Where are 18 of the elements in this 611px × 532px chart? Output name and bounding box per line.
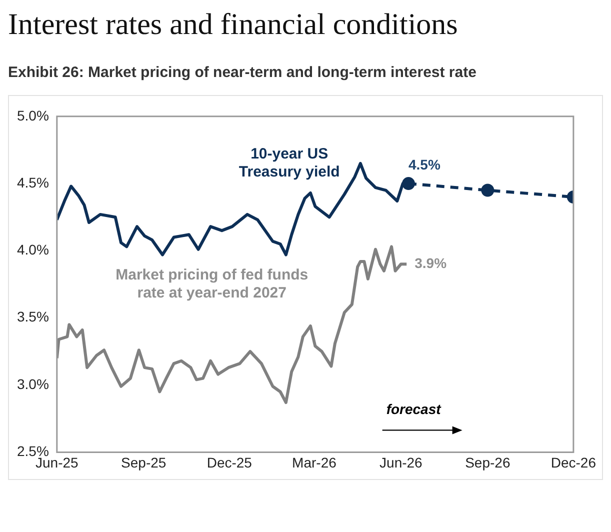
y-tick-label: 4.0% bbox=[16, 242, 49, 258]
x-tick-label: Dec-26 bbox=[550, 454, 596, 470]
x-tick-label: Jun-26 bbox=[380, 454, 423, 470]
y-tick-label: 3.0% bbox=[16, 376, 49, 392]
x-tick-label: Sep-25 bbox=[121, 454, 166, 470]
x-tick-label: Dec-25 bbox=[206, 454, 252, 470]
series-label: 10-year US Treasury yield bbox=[238, 146, 340, 181]
chart-title: Interest rates and financial conditions bbox=[8, 8, 459, 42]
annotation: 4.5% bbox=[408, 156, 441, 172]
annotation: forecast bbox=[386, 401, 442, 418]
y-tick-label: 5.0% bbox=[16, 107, 49, 124]
chart-subtitle: Exhibit 26: Market pricing of near-term and long-term interest rate bbox=[8, 64, 478, 81]
annotation: 3.9% bbox=[414, 255, 448, 272]
x-tick-label: Sep-26 bbox=[465, 454, 510, 470]
series-label: Market pricing of fed funds rate at year-end 2027 bbox=[116, 266, 308, 302]
x-tick-label: Mar-26 bbox=[292, 454, 337, 470]
y-tick-label: 4.5% bbox=[16, 174, 49, 190]
y-tick-label: 3.5% bbox=[16, 308, 49, 325]
